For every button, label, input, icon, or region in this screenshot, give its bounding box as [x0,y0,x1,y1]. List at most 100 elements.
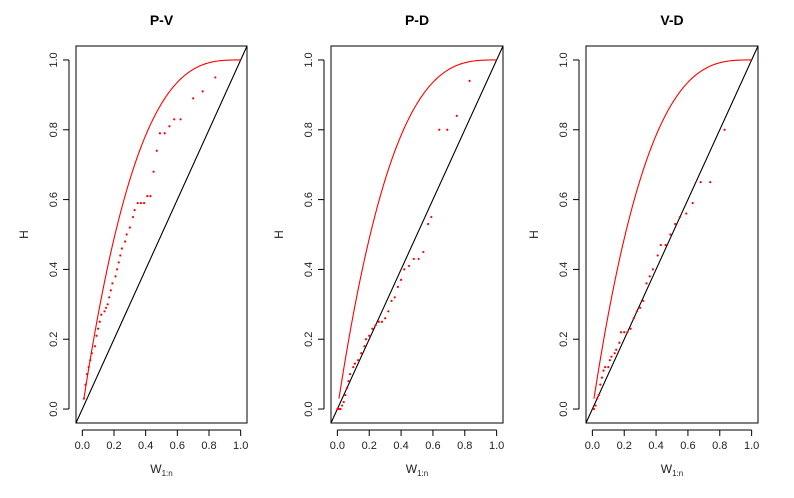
plot-frame [330,45,504,424]
data-point [90,352,93,355]
data-point [98,320,101,323]
x-tick-label: 0.2 [617,440,632,452]
data-point [356,359,360,362]
data-point [699,181,702,184]
data-point [669,233,672,236]
x-axis-label-main: W [150,462,162,476]
data-point [407,264,411,268]
x-tick-label: 0.0 [75,440,90,452]
data-point [618,341,621,344]
panel-title: V-D [660,12,683,28]
diagonal-line [586,46,758,423]
y-tick-label: 0.4 [48,262,60,277]
data-point [632,317,635,320]
data-point [146,195,149,198]
data-point [691,201,694,205]
data-point [214,76,217,79]
data-point [139,201,143,205]
data-point [85,373,89,376]
x-axis-label-main: W [661,462,673,476]
data-point [427,222,430,226]
data-point [608,359,611,362]
diagonal-line [331,46,503,423]
data-point [613,352,616,355]
data-point [82,397,86,400]
data-point [604,366,607,369]
x-axis-label: W1:n [150,462,172,478]
x-axis-label: W1:n [406,462,428,478]
data-point [104,306,108,309]
plot-frame [585,45,759,424]
data-point [659,243,662,247]
data-point [341,404,344,407]
upper-bound-curve [593,59,752,399]
data-point [128,226,131,229]
y-tick-label: 0.6 [48,192,60,207]
data-point [201,90,204,93]
y-tick-label: 0.8 [303,122,315,137]
data-point [100,313,103,316]
data-point [455,114,458,117]
x-tick-label: 0.2 [362,440,377,452]
x-axis-label-subscript: 1:n [672,469,683,478]
data-point [594,404,597,407]
data-point [87,366,90,369]
y-tick-label: 0.8 [558,122,570,137]
data-point [651,268,654,271]
data-point [173,118,176,121]
data-point [390,299,393,302]
data-point [114,275,117,278]
data-point [417,257,420,261]
data-point [380,320,384,323]
data-point [84,383,87,386]
data-point [349,373,352,376]
data-point [592,407,596,411]
data-point [678,215,682,219]
data-point [664,243,667,247]
data-point [446,128,449,131]
y-tick-label: 0.2 [48,332,60,347]
data-point [179,118,182,121]
data-point [342,400,345,404]
data-point [602,369,605,372]
x-tick-label: 1.0 [233,440,248,452]
data-point [93,345,97,348]
data-point [468,79,471,83]
y-tick-label: 0.0 [48,401,60,416]
data-point [709,181,712,184]
data-point [393,296,396,299]
data-point [352,366,355,369]
data-point [168,125,171,128]
panel-2: P-D 0.0 0.2 0.4 0.6 0.8 1.0 0.0 0.2 0.4 0.6 0.8 1.0 H… [272,12,504,478]
y-tick-label: 0.0 [303,401,315,416]
data-point [339,407,342,411]
data-point [123,240,127,243]
data-point [619,331,623,334]
x-tick-label: 1.0 [489,440,504,452]
data-point [345,386,349,390]
x-tick-label: 0.4 [138,440,153,452]
y-axis-label: H [17,230,31,239]
data-point [615,348,618,351]
x-tick-label: 0.0 [330,440,345,452]
data-point [626,331,629,334]
data-point [639,306,642,309]
data-point [629,327,632,330]
data-point [597,393,600,397]
panel-3: V-D 0.0 0.2 0.4 0.6 0.8 1.0 0.0 0.2 0.4 0.6 0.8 1.0 H… [527,12,759,478]
data-point [337,407,341,411]
data-point [422,250,425,254]
data-point [347,380,350,383]
data-point [344,393,347,397]
y-axis-label: H [527,230,541,239]
y-tick-label: 0.4 [558,262,570,277]
data-point [685,212,688,215]
upper-bound-curve [338,59,497,399]
y-tick-label: 1.0 [48,52,60,67]
data-point [645,282,648,285]
data-point [412,257,415,261]
y-tick-label: 0.6 [303,192,315,207]
data-point [384,317,387,320]
y-axis-label: H [272,230,286,239]
x-tick-label: 0.6 [170,440,185,452]
